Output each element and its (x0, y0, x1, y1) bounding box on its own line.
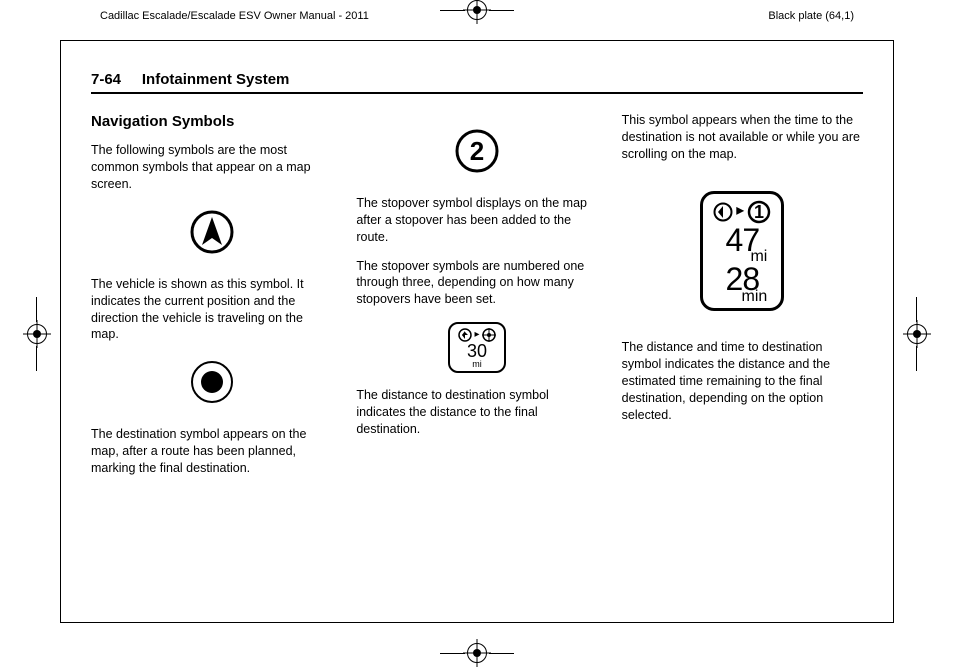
manual-title: Cadillac Escalade/Escalade ESV Owner Man… (100, 10, 369, 22)
crop-mark-right (907, 297, 927, 371)
content-columns: Navigation Symbols The following symbols… (91, 112, 863, 489)
column-1: Navigation Symbols The following symbols… (91, 112, 332, 489)
arrow-icon: ▸ (736, 204, 744, 218)
section-header: 7-64 Infotainment System (91, 71, 863, 94)
nav-symbols-intro: The following symbols are the most commo… (91, 142, 332, 193)
dist-value: 30 (458, 342, 495, 360)
section-number: 7-64 (91, 71, 121, 88)
origin-icon (713, 202, 733, 222)
stopover-symbol: 2 (356, 126, 597, 181)
svg-text:1: 1 (754, 202, 764, 222)
page-frame: 7-64 Infotainment System Navigation Symb… (60, 40, 894, 623)
vehicle-symbol (91, 207, 332, 262)
stopover-text-1: The stopover symbol displays on the map … (356, 195, 597, 246)
section-title: Infotainment System (142, 71, 290, 88)
column-3: This symbol appears when the time to the… (622, 112, 863, 489)
distance-to-dest-symbol: ▸ 30 mi (356, 322, 597, 373)
crop-mark-bottom (440, 643, 514, 663)
svg-text:2: 2 (470, 136, 484, 166)
distance-time-symbol: ▸ 1 47 mi 28 min (622, 191, 863, 311)
crop-mark-left (27, 297, 47, 371)
destination-text: The destination symbol appears on the ma… (91, 426, 332, 477)
dist-time-text: The distance and time to destination sym… (622, 339, 863, 423)
col3-intro: This symbol appears when the time to the… (622, 112, 863, 163)
stopover-text-2: The stopover symbols are numbered one th… (356, 258, 597, 309)
destination-icon (187, 357, 237, 407)
nav-symbols-heading: Navigation Symbols (91, 112, 332, 132)
dist-dest-text: The distance to destination symbol indic… (356, 387, 597, 438)
time-unit: min (713, 290, 771, 304)
target-icon (482, 328, 496, 342)
crop-mark-top (440, 0, 514, 20)
column-2: 2 The stopover symbol displays on the ma… (356, 112, 597, 489)
vehicle-icon (187, 207, 237, 257)
origin-icon (458, 328, 472, 342)
plate-info: Black plate (64,1) (768, 10, 854, 22)
stopover-icon: 2 (452, 126, 502, 176)
arrow-icon: ▸ (474, 330, 479, 340)
vehicle-text: The vehicle is shown as this symbol. It … (91, 276, 332, 344)
dist-unit: mi (458, 360, 495, 369)
waypoint-icon: 1 (747, 200, 771, 224)
destination-symbol (91, 357, 332, 412)
